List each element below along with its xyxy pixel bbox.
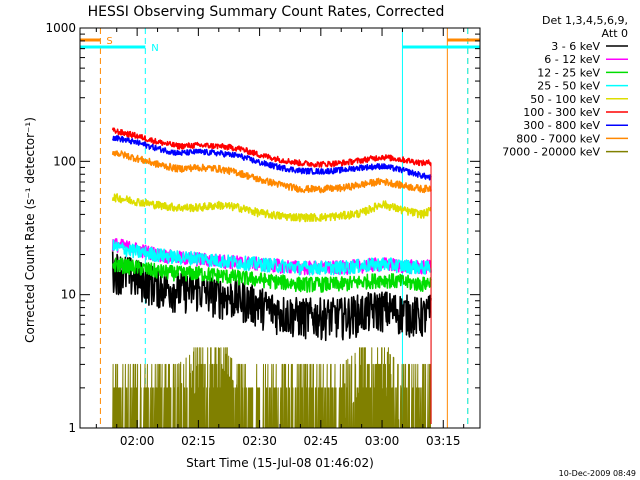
x-tick-label-1: 02:00	[120, 434, 155, 448]
x-tick-label-4: 02:45	[304, 434, 339, 448]
series-line-1	[111, 251, 432, 342]
y-axis-label: Corrected Count Rate (s⁻¹ detector⁻¹)	[23, 117, 37, 343]
series-line-3	[112, 257, 432, 293]
legend-label-2: 6 - 12 keV	[544, 53, 600, 66]
series-line-7	[111, 135, 432, 181]
legend-label-9: 7000 - 20000 keV	[502, 146, 600, 159]
series-line-4	[112, 239, 432, 276]
x-tick-label-3: 02:30	[242, 434, 277, 448]
flag-label-n: N	[151, 43, 158, 54]
x-axis-label: Start Time (15-Jul-08 01:46:02)	[186, 456, 374, 470]
legend-label-6: 100 - 300 keV	[523, 106, 600, 119]
x-tick-label-5: 03:00	[365, 434, 400, 448]
legend-label-4: 25 - 50 keV	[537, 80, 600, 93]
legend-header-line-2: Att 0	[602, 27, 628, 40]
legend-label-5: 50 - 100 keV	[530, 93, 600, 106]
chart-title: HESSI Observing Summary Count Rates, Cor…	[88, 4, 445, 20]
x-tick-label-6: 03:15	[426, 434, 461, 448]
legend-label-3: 12 - 25 keV	[537, 66, 600, 79]
y-tick-label-4: 1000	[45, 21, 76, 35]
series-line-5	[111, 193, 432, 223]
legend-label-1: 3 - 6 keV	[551, 40, 600, 53]
series-line-6	[111, 127, 432, 168]
series-line-2	[111, 238, 432, 276]
axes: 02:00 02:15 02:30 02:45 03:00 03:15 1 10 100 1000	[45, 21, 481, 448]
legend-label-7: 300 - 800 keV	[523, 119, 600, 132]
y-tick-label-1: 1	[68, 421, 76, 435]
y-tick-label-3: 100	[53, 154, 76, 168]
series-line-8	[111, 150, 432, 194]
legend-header-line-1: Det 1,3,4,5,6,9,	[542, 14, 628, 27]
x-tick-label-2: 02:15	[181, 434, 216, 448]
flag-label-s: S	[106, 36, 112, 47]
legend-label-8: 800 - 7000 keV	[516, 132, 600, 145]
y-tick-label-2: 10	[61, 288, 76, 302]
timestamp: 10-Dec-2009 08:49	[559, 469, 636, 478]
